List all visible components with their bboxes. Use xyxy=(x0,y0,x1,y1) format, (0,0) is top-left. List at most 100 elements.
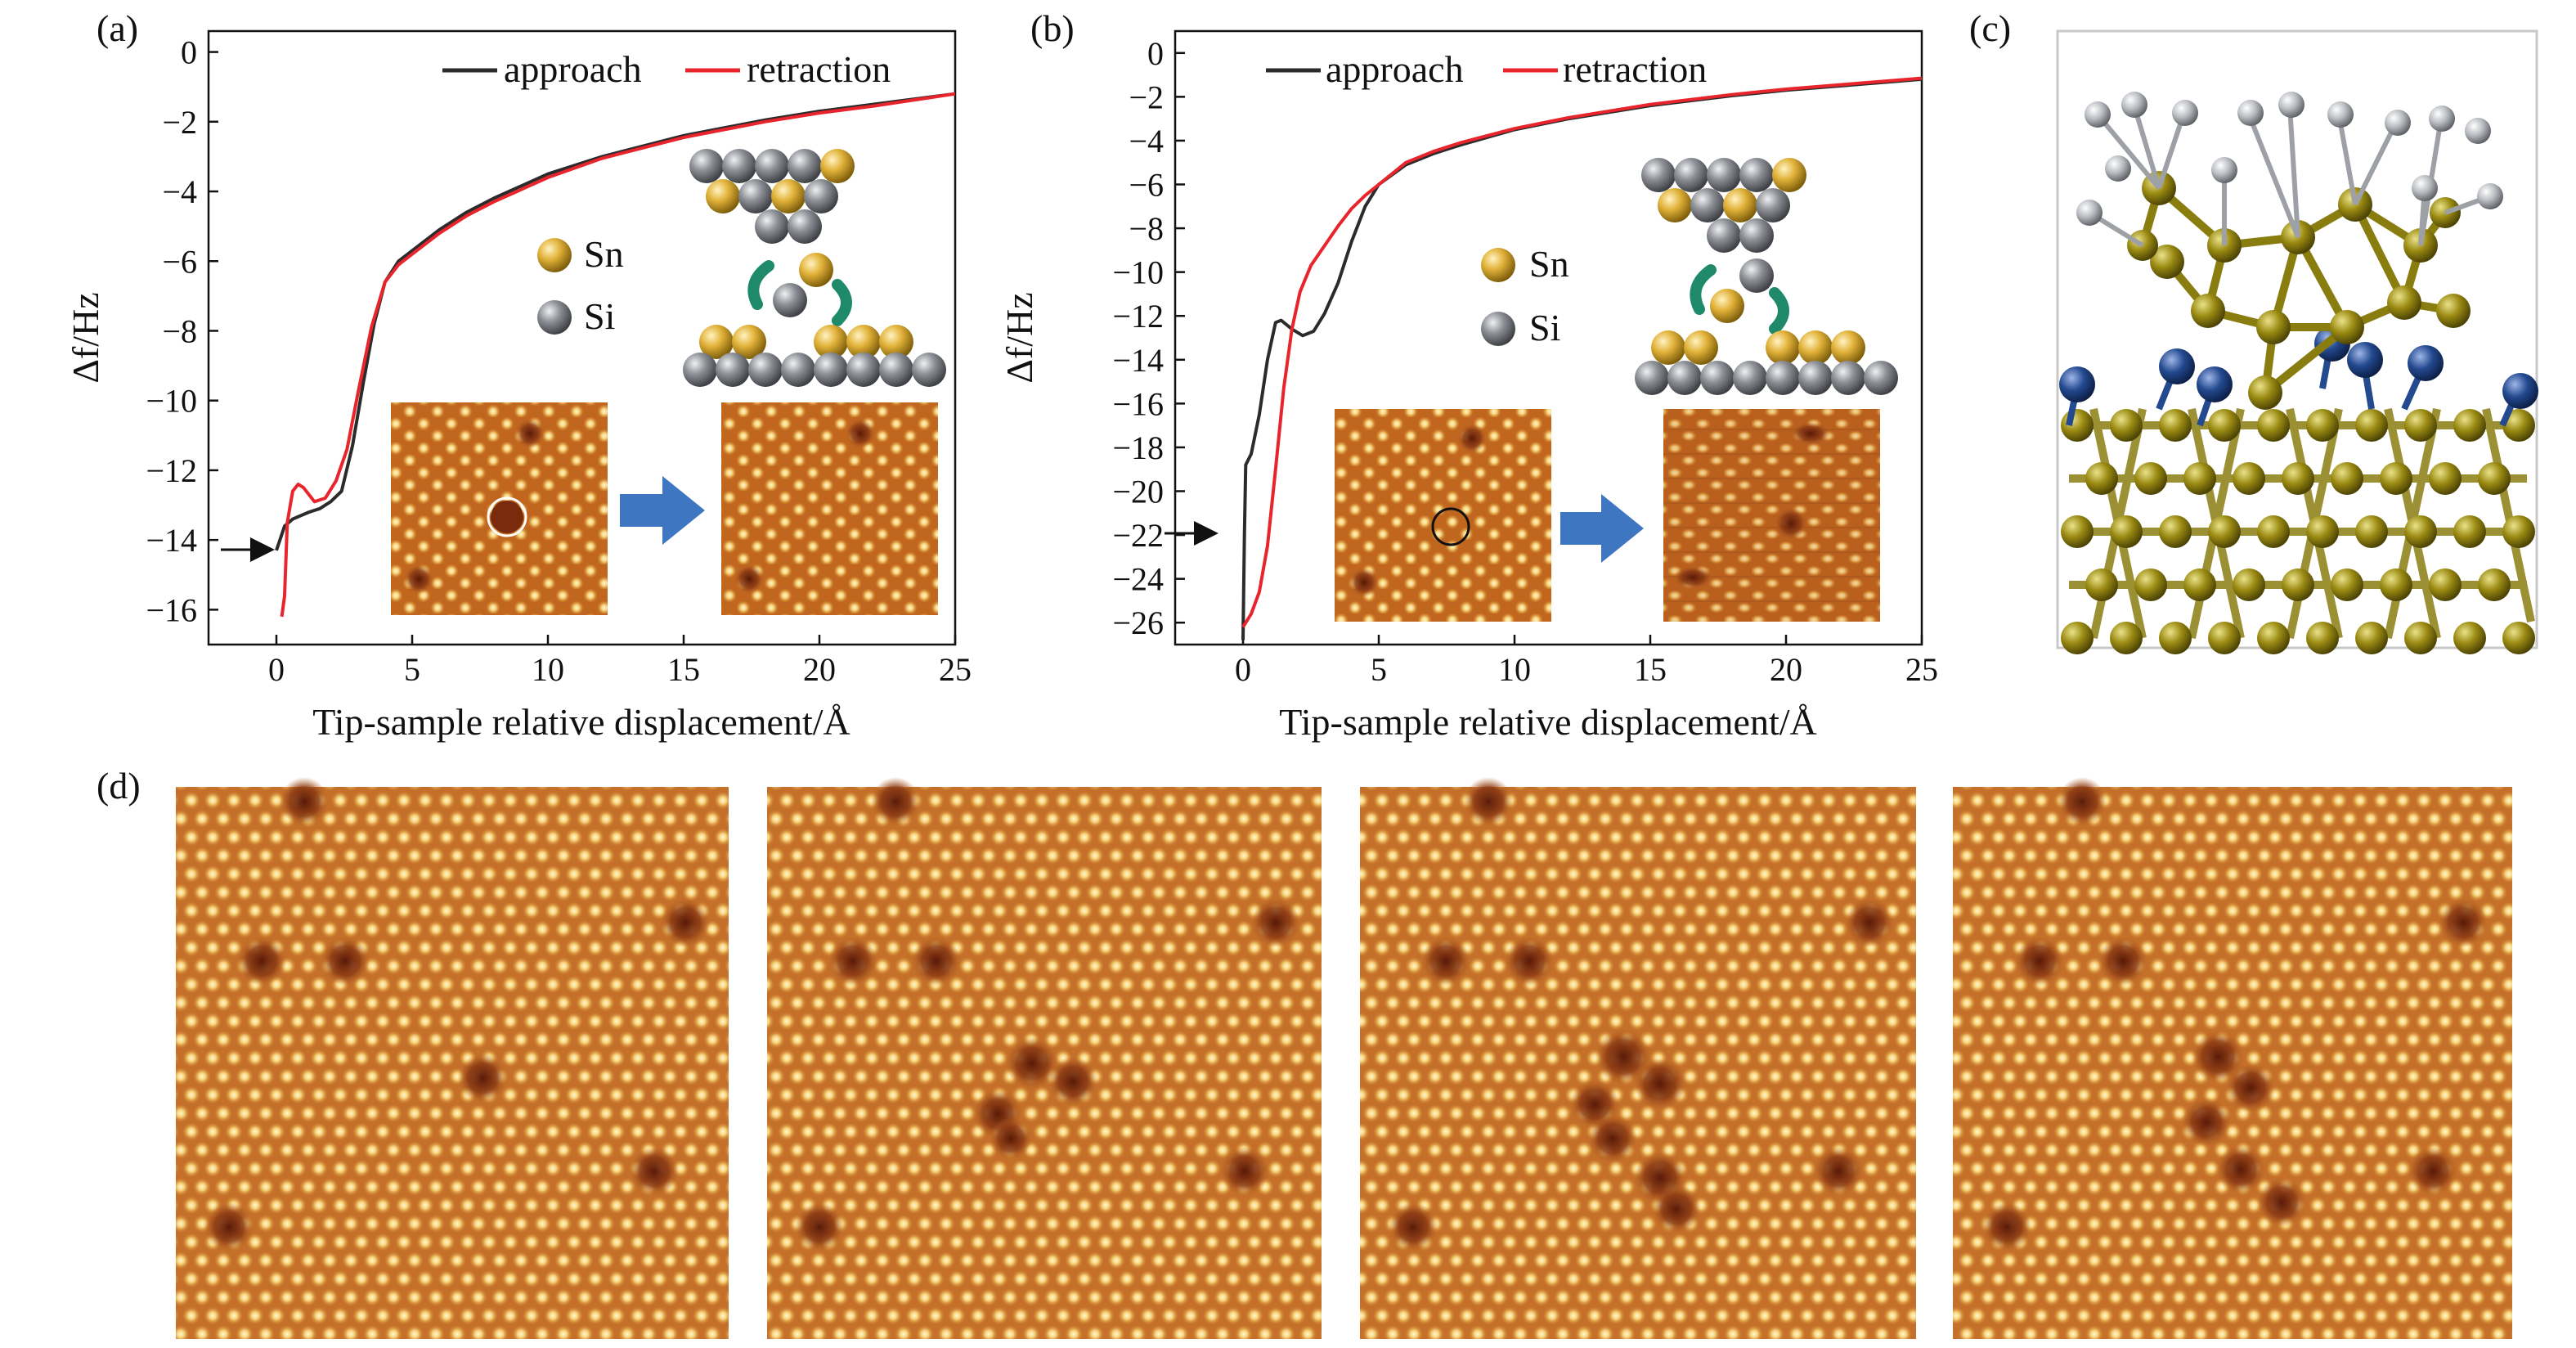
x-tick-label-a: 5 xyxy=(404,651,420,688)
substrate-atom xyxy=(2257,515,2290,548)
legend-label-retraction-b: retraction xyxy=(1563,48,1707,90)
panel-d: (d) xyxy=(96,765,2512,1339)
y-tick-label-b: −26 xyxy=(1112,604,1164,641)
y-tick-label-a: −12 xyxy=(146,452,197,489)
substrate-atom xyxy=(2061,409,2094,442)
si-legend-atom-a xyxy=(537,300,572,335)
substrate-atom xyxy=(2159,409,2192,442)
y-tick-label-a: −4 xyxy=(162,173,197,210)
series-line-retraction-a xyxy=(280,92,956,618)
substrate-atom xyxy=(2502,409,2535,442)
substrate-atom xyxy=(2478,462,2511,495)
substrate-atom xyxy=(2061,515,2094,548)
substrate-atom xyxy=(2134,462,2167,495)
substrate-atom xyxy=(2306,515,2339,548)
atomic-model xyxy=(2059,92,2538,654)
y-tick-label-b: −12 xyxy=(1112,298,1164,335)
sn-label-b: Sn xyxy=(1529,243,1569,285)
substrate-atom xyxy=(2233,462,2265,495)
substrate-atom xyxy=(2233,568,2265,601)
substrate-atom xyxy=(2208,622,2241,654)
x-tick-label-a: 0 xyxy=(268,651,285,688)
legend-label-approach-a: approach xyxy=(504,48,642,90)
y-tick-label-a: −16 xyxy=(146,591,197,628)
y-tick-label-a: −2 xyxy=(162,104,197,141)
substrate-atom xyxy=(2478,568,2511,601)
panel-c: (c) xyxy=(1969,7,2538,654)
panel-a: (a) 0 5 10 15 20 25 0 −2 −4 −6 −8 −10 −12 −14 −16 Δf/H… xyxy=(65,7,972,743)
y-axis-title-b: Δf/Hz xyxy=(999,292,1040,383)
substrate-atom xyxy=(2159,622,2192,654)
x-tick-label-b: 5 xyxy=(1371,651,1387,688)
substrate-atom xyxy=(2085,462,2118,495)
substrate-atom xyxy=(2404,409,2437,442)
tip-surface-schematic-a xyxy=(683,149,946,387)
model-frame xyxy=(2056,29,2538,649)
substrate-atom xyxy=(2404,622,2437,654)
x-axis-title-a: Tip-sample relative displacement/Å xyxy=(312,701,850,743)
x-axis-title-b: Tip-sample relative displacement/Å xyxy=(1279,701,1816,743)
y-tick-label-b: −2 xyxy=(1129,79,1164,115)
y-tick-label-b: 0 xyxy=(1147,35,1164,72)
x-tick-label-b: 15 xyxy=(1634,651,1667,688)
substrate-atom xyxy=(2085,568,2118,601)
substrate-atom xyxy=(2429,568,2462,601)
substrate-atom xyxy=(2355,622,2388,654)
y-tick-label-b: −20 xyxy=(1112,474,1164,510)
substrate-atom xyxy=(2502,515,2535,548)
stm-image-3 xyxy=(1360,777,1916,1339)
substrate-atom xyxy=(2061,622,2094,654)
substrate-atom xyxy=(2453,622,2486,654)
substrate-atom xyxy=(2257,622,2290,654)
panel-b: (b) 0 5 10 15 20 25 0 −2 −4 −6 −8 −10 −12 −14 −16 −18 −2… xyxy=(999,7,1938,743)
stm-inset-before-a xyxy=(391,402,608,615)
substrate-atom xyxy=(2134,568,2167,601)
y-tick-label-b: −18 xyxy=(1112,429,1164,466)
substrate-atom xyxy=(2110,515,2143,548)
axis-ticks-a: 0 5 10 15 20 25 0 −2 −4 −6 −8 −10 −12 −14 −16 xyxy=(146,34,972,688)
substrate-atom xyxy=(2183,462,2216,495)
substrate-atom xyxy=(2380,568,2412,601)
substrate-atom xyxy=(2502,622,2535,654)
substrate-atom xyxy=(2404,515,2437,548)
substrate-atom xyxy=(2306,622,2339,654)
stm-image-4 xyxy=(1953,777,2512,1339)
si-label-b: Si xyxy=(1529,307,1560,348)
y-tick-label-a: 0 xyxy=(181,34,197,71)
substrate-atom xyxy=(2282,462,2314,495)
legend-label-retraction-a: retraction xyxy=(747,48,891,90)
x-tick-label-b: 0 xyxy=(1235,651,1251,688)
y-tick-label-b: −22 xyxy=(1112,517,1164,554)
y-tick-label-a: −10 xyxy=(146,383,197,420)
x-tick-label-a: 20 xyxy=(803,651,836,688)
x-tick-label-b: 25 xyxy=(1905,651,1938,688)
substrate-atom xyxy=(2183,568,2216,601)
substrate-atom xyxy=(2331,568,2363,601)
y-tick-label-b: −4 xyxy=(1129,123,1164,160)
transition-arrow-b xyxy=(1560,494,1644,563)
y-tick-label-b: −8 xyxy=(1129,210,1164,247)
y-tick-label-b: −14 xyxy=(1112,342,1164,379)
substrate-atom xyxy=(2257,409,2290,442)
substrate-atom xyxy=(2208,515,2241,548)
substrate-atom xyxy=(2355,409,2388,442)
stm-image-1 xyxy=(176,777,729,1339)
substrate-atom xyxy=(2453,515,2486,548)
x-tick-label-b: 20 xyxy=(1770,651,1802,688)
x-tick-label-b: 10 xyxy=(1498,651,1531,688)
y-tick-label-a: −8 xyxy=(162,312,197,349)
transition-arrow-a xyxy=(620,476,705,545)
substrate-atom xyxy=(2110,622,2143,654)
si-label-a: Si xyxy=(584,295,615,337)
curves-b xyxy=(1241,76,1923,640)
stm-inset-before-b xyxy=(1335,409,1551,622)
sn-legend-atom-a xyxy=(537,238,572,272)
panel-label-c: (c) xyxy=(1969,7,2011,49)
curves-a xyxy=(275,92,956,618)
si-legend-atom-b xyxy=(1481,312,1515,346)
substrate-atom xyxy=(2331,462,2363,495)
substrate-atom xyxy=(2380,462,2412,495)
series-line-retraction-b xyxy=(1241,76,1923,628)
sn-legend-atom-b xyxy=(1481,248,1515,282)
